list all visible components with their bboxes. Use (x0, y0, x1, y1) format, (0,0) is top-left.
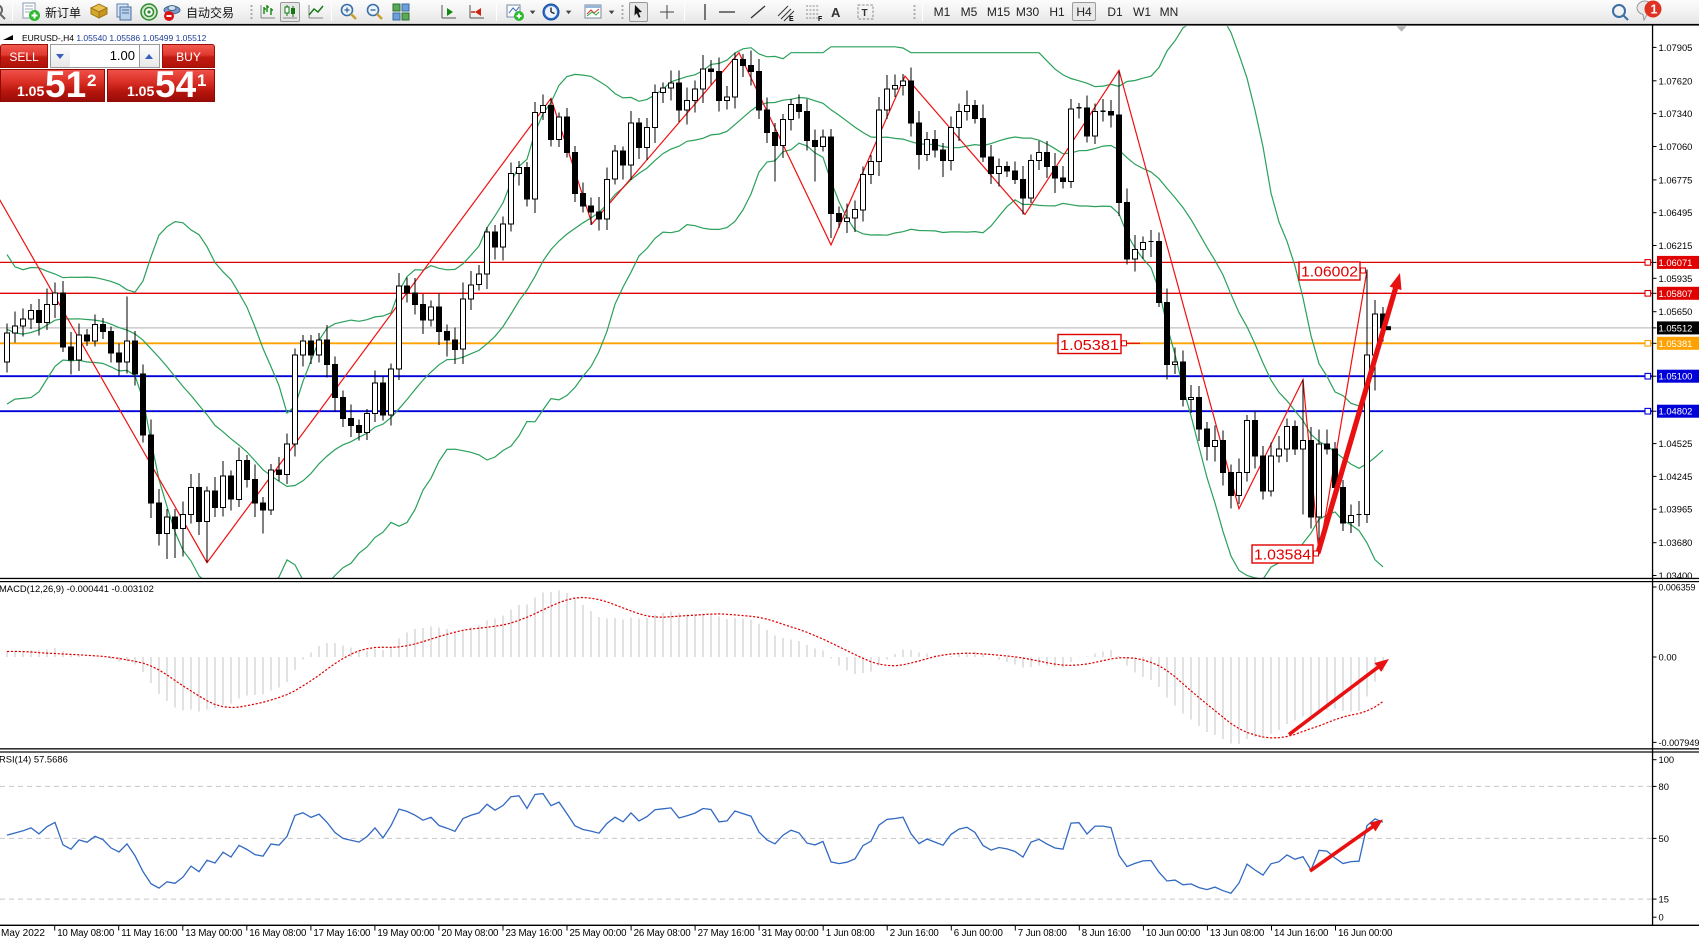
svg-text:19 May 00:00: 19 May 00:00 (377, 928, 435, 939)
svg-text:31 May 00:00: 31 May 00:00 (762, 928, 820, 939)
svg-text:1.05650: 1.05650 (1659, 306, 1693, 317)
svg-text:8 Jun 16:00: 8 Jun 16:00 (1082, 928, 1132, 939)
svg-text:1.07060: 1.07060 (1659, 141, 1693, 152)
svg-text:27 May 16:00: 27 May 16:00 (698, 928, 756, 939)
svg-text:2 Jun 16:00: 2 Jun 16:00 (890, 928, 940, 939)
svg-text:1.05512: 1.05512 (1659, 322, 1693, 333)
svg-text:1.03584: 1.03584 (1254, 547, 1311, 564)
svg-text:1.04245: 1.04245 (1659, 471, 1693, 482)
svg-text:0.00: 0.00 (1659, 652, 1677, 663)
svg-text:16 Jun 00:00: 16 Jun 00:00 (1338, 928, 1393, 939)
svg-text:1.06495: 1.06495 (1659, 207, 1693, 218)
svg-text:1.07905: 1.07905 (1659, 42, 1693, 53)
svg-text:F: F (818, 16, 823, 22)
svg-text:23 May 16:00: 23 May 16:00 (506, 928, 564, 939)
svg-text:1.03965: 1.03965 (1659, 504, 1693, 515)
svg-text:RSI(14) 57.5686: RSI(14) 57.5686 (0, 754, 68, 765)
svg-text:1: 1 (1651, 3, 1658, 17)
svg-text:6 Jun 00:00: 6 Jun 00:00 (954, 928, 1004, 939)
svg-text:0.006359: 0.006359 (1659, 582, 1696, 593)
svg-text:May 2022: May 2022 (1, 928, 45, 939)
svg-text:1.05381: 1.05381 (1659, 338, 1693, 349)
svg-text:1.04802: 1.04802 (1659, 406, 1693, 417)
svg-text:1.06071: 1.06071 (1659, 257, 1693, 268)
svg-text:1.03400: 1.03400 (1659, 570, 1693, 581)
svg-text:26 May 08:00: 26 May 08:00 (634, 928, 692, 939)
svg-text:1.06215: 1.06215 (1659, 240, 1693, 251)
svg-text:1.06775: 1.06775 (1659, 174, 1693, 185)
svg-text:100: 100 (1659, 754, 1675, 765)
svg-text:1.05807: 1.05807 (1659, 288, 1693, 299)
svg-text:MACD(12,26,9) -0.000441 -0.003: MACD(12,26,9) -0.000441 -0.003102 (0, 583, 154, 594)
svg-text:1.06002: 1.06002 (1301, 264, 1358, 281)
svg-text:1.05935: 1.05935 (1659, 273, 1693, 284)
svg-text:16 May 08:00: 16 May 08:00 (249, 928, 307, 939)
svg-text:14 Jun 16:00: 14 Jun 16:00 (1274, 928, 1329, 939)
svg-text:0: 0 (1659, 912, 1664, 923)
svg-text:EURUSD-,H4 1.05540 1.05586 1.: EURUSD-,H4 1.05540 1.05586 1.05499 1.055… (22, 33, 207, 43)
svg-text:10 Jun 00:00: 10 Jun 00:00 (1146, 928, 1201, 939)
svg-text:17 May 16:00: 17 May 16:00 (313, 928, 371, 939)
svg-text:25 May 00:00: 25 May 00:00 (570, 928, 628, 939)
svg-text:1.04525: 1.04525 (1659, 438, 1693, 449)
svg-text:7 Jun 08:00: 7 Jun 08:00 (1018, 928, 1068, 939)
svg-text:15: 15 (1659, 894, 1669, 905)
svg-text:10 May 08:00: 10 May 08:00 (57, 928, 115, 939)
svg-text:1.07340: 1.07340 (1659, 108, 1693, 119)
svg-text:13 May 00:00: 13 May 00:00 (185, 928, 243, 939)
svg-text:1.03680: 1.03680 (1659, 537, 1693, 548)
svg-text:80: 80 (1659, 781, 1669, 792)
svg-text:13 Jun 08:00: 13 Jun 08:00 (1210, 928, 1265, 939)
svg-text:11 May 16:00: 11 May 16:00 (121, 928, 178, 939)
svg-text:1.05381: 1.05381 (1060, 337, 1119, 354)
svg-text:1.05100: 1.05100 (1659, 371, 1693, 382)
svg-text:50: 50 (1659, 833, 1669, 844)
svg-text:1.07620: 1.07620 (1659, 75, 1693, 86)
svg-text:20 May 08:00: 20 May 08:00 (441, 928, 499, 939)
svg-text:1 Jun 08:00: 1 Jun 08:00 (826, 928, 876, 939)
svg-text:-0.007949: -0.007949 (1659, 737, 1699, 748)
svg-text:T: T (862, 8, 868, 19)
svg-text:E: E (789, 16, 794, 22)
